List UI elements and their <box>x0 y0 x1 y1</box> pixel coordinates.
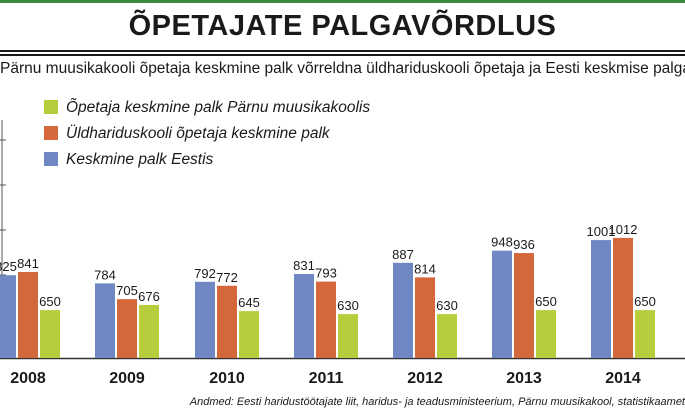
x-tick-label-2009: 2009 <box>109 370 145 387</box>
data-label-2010-series-1: 772 <box>216 270 238 285</box>
x-tick-label-2012: 2012 <box>407 370 443 387</box>
data-label-2012-series-0: 887 <box>392 247 414 262</box>
x-tick-label-2011: 2011 <box>309 370 344 387</box>
bar-2011-series-1 <box>316 281 336 358</box>
data-label-2014-series-1: 1012 <box>609 222 638 237</box>
data-label-2011-series-2: 630 <box>337 298 359 313</box>
data-label-2011-series-0: 831 <box>293 258 315 273</box>
bar-2013-series-0 <box>492 250 512 358</box>
data-label-2013-series-2: 650 <box>535 294 557 309</box>
bar-2009-series-2 <box>139 304 159 358</box>
bar-2013-series-2 <box>536 310 556 358</box>
bar-2009-series-1 <box>117 299 137 358</box>
bar-2009-series-0 <box>95 283 115 358</box>
bar-2014-series-1 <box>613 237 633 358</box>
bar-2012-series-2 <box>437 314 457 358</box>
x-tick-label-2013: 2013 <box>506 370 542 387</box>
chart-title: ÕPETAJATE PALGAVÕRDLUS <box>128 10 557 42</box>
x-tick-label-2014: 2014 <box>605 370 641 387</box>
bar-2010-series-0 <box>195 281 215 358</box>
legend-swatch-0 <box>44 152 58 166</box>
legend-label-0: Keskmine palk Eestis <box>66 151 214 168</box>
x-tick-label-2010: 2010 <box>209 370 245 387</box>
bar-2010-series-2 <box>239 311 259 358</box>
chart-subtitle: Pärnu muusikakooli õpetaja keskmine palk… <box>0 60 685 77</box>
bar-2008-series-1 <box>18 272 38 358</box>
data-label-2011-series-1: 793 <box>315 266 337 281</box>
data-label-2009-series-2: 676 <box>138 289 160 304</box>
x-tick-label-2008: 2008 <box>10 370 46 387</box>
data-label-2008-series-1: 841 <box>17 256 39 271</box>
data-label-2012-series-2: 630 <box>436 298 458 313</box>
data-label-2010-series-0: 792 <box>194 266 216 281</box>
bar-2011-series-2 <box>338 314 358 358</box>
data-label-2009-series-1: 705 <box>116 283 138 298</box>
legend-swatch-2 <box>44 100 58 114</box>
title-rule-top <box>0 50 685 52</box>
data-label-2012-series-1: 814 <box>414 261 436 276</box>
data-label-2013-series-1: 936 <box>513 237 535 252</box>
bar-2014-series-2 <box>635 310 655 358</box>
data-label-2010-series-2: 645 <box>238 295 260 310</box>
data-label-2014-series-0: 1001 <box>587 224 616 239</box>
bar-2010-series-1 <box>217 285 237 358</box>
legend-swatch-1 <box>44 126 58 140</box>
bar-2011-series-0 <box>294 274 314 358</box>
data-label-2014-series-2: 650 <box>634 294 656 309</box>
title-rule-bottom <box>0 54 685 56</box>
legend-label-1: Üldhariduskooli õpetaja keskmine palk <box>66 124 331 142</box>
data-label-2008-series-2: 650 <box>39 294 61 309</box>
bar-2008-series-2 <box>40 310 60 358</box>
bar-2013-series-1 <box>514 253 534 358</box>
bar-2012-series-1 <box>415 277 435 358</box>
data-label-2008-series-0: 825 <box>0 259 17 274</box>
top-accent-rule <box>0 0 685 3</box>
bar-2008-series-0 <box>0 275 16 358</box>
legend-label-2: Õpetaja keskmine palk Pärnu muusikakooli… <box>66 99 370 116</box>
data-label-2009-series-0: 784 <box>94 267 116 282</box>
data-label-2013-series-0: 948 <box>491 235 513 250</box>
source-note: Andmed: Eesti haridustöötajate liit, har… <box>189 396 685 408</box>
bar-2014-series-0 <box>591 240 611 358</box>
bar-2012-series-0 <box>393 262 413 358</box>
